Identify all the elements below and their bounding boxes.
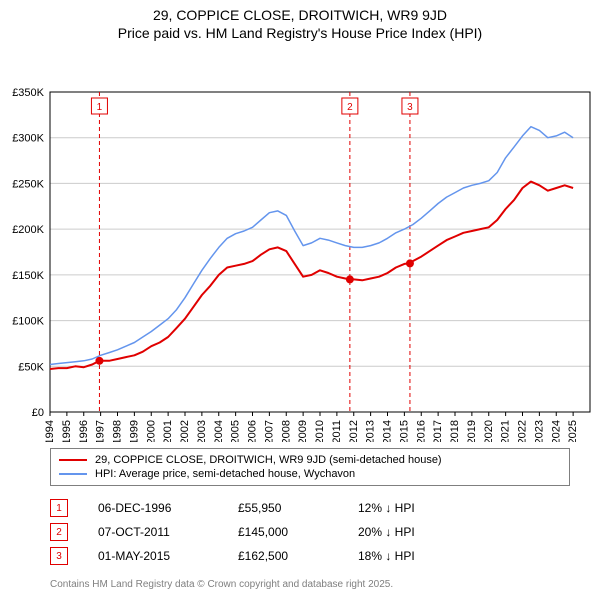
svg-text:1994: 1994 — [44, 420, 56, 442]
svg-text:2: 2 — [347, 102, 353, 113]
svg-text:2021: 2021 — [500, 420, 512, 442]
svg-text:2009: 2009 — [297, 420, 309, 442]
footer-attribution: Contains HM Land Registry data © Crown c… — [50, 578, 570, 590]
sale-date: 06-DEC-1996 — [98, 501, 208, 515]
svg-text:2015: 2015 — [398, 420, 410, 442]
sale-diff: 18% ↓ HPI — [358, 549, 478, 563]
chart-title: 29, COPPICE CLOSE, DROITWICH, WR9 9JD Pr… — [0, 0, 600, 42]
svg-text:1996: 1996 — [78, 420, 90, 442]
sales-row: 1 06-DEC-1996 £55,950 12% ↓ HPI — [50, 496, 570, 520]
svg-text:2018: 2018 — [449, 420, 461, 442]
sale-marker-box: 3 — [50, 547, 68, 565]
sale-price: £145,000 — [238, 525, 328, 539]
svg-text:2014: 2014 — [382, 420, 394, 442]
svg-text:£200K: £200K — [12, 225, 44, 237]
sale-marker-box: 2 — [50, 523, 68, 541]
svg-text:£100K: £100K — [12, 316, 44, 328]
svg-text:2003: 2003 — [196, 420, 208, 442]
legend: 29, COPPICE CLOSE, DROITWICH, WR9 9JD (s… — [50, 448, 570, 486]
svg-text:2010: 2010 — [314, 420, 326, 442]
svg-text:2016: 2016 — [415, 420, 427, 442]
sale-diff: 12% ↓ HPI — [358, 501, 478, 515]
svg-text:2004: 2004 — [213, 420, 225, 442]
legend-swatch — [59, 473, 87, 475]
line-chart: £0 £50K £100K £150K £200K £250K £300K £350K 1994… — [0, 42, 600, 442]
svg-text:2022: 2022 — [517, 420, 529, 442]
legend-label: HPI: Average price, semi-detached house,… — [95, 468, 355, 480]
sales-row: 3 01-MAY-2015 £162,500 18% ↓ HPI — [50, 544, 570, 568]
sale-date: 07-OCT-2011 — [98, 525, 208, 539]
sale-price: £55,950 — [238, 501, 328, 515]
sale-diff: 20% ↓ HPI — [358, 525, 478, 539]
legend-item: 29, COPPICE CLOSE, DROITWICH, WR9 9JD (s… — [59, 453, 561, 467]
title-line2: Price paid vs. HM Land Registry's House … — [0, 24, 600, 42]
svg-text:1997: 1997 — [95, 420, 107, 442]
svg-text:£150K: £150K — [12, 270, 44, 282]
svg-text:£250K: £250K — [12, 179, 44, 191]
legend-item: HPI: Average price, semi-detached house,… — [59, 467, 561, 481]
sales-table: 1 06-DEC-1996 £55,950 12% ↓ HPI 2 07-OCT-2011… — [50, 496, 570, 568]
svg-text:£50K: £50K — [18, 362, 44, 374]
svg-text:2000: 2000 — [145, 420, 157, 442]
sale-date: 01-MAY-2015 — [98, 549, 208, 563]
title-line1: 29, COPPICE CLOSE, DROITWICH, WR9 9JD — [0, 6, 600, 24]
svg-text:2007: 2007 — [263, 420, 275, 442]
svg-text:2017: 2017 — [432, 420, 444, 442]
svg-text:2005: 2005 — [230, 420, 242, 442]
svg-text:2001: 2001 — [162, 420, 174, 442]
svg-text:2008: 2008 — [280, 420, 292, 442]
chart-area: £0 £50K £100K £150K £200K £250K £300K £350K 1994… — [0, 42, 600, 442]
svg-text:£0: £0 — [32, 407, 44, 419]
svg-text:2002: 2002 — [179, 420, 191, 442]
svg-text:2006: 2006 — [247, 420, 259, 442]
svg-text:2012: 2012 — [348, 420, 360, 442]
legend-swatch — [59, 459, 87, 461]
sale-price: £162,500 — [238, 549, 328, 563]
svg-text:£300K: £300K — [12, 133, 44, 145]
sale-marker-box: 1 — [50, 499, 68, 517]
svg-text:£350K: £350K — [12, 87, 44, 99]
svg-text:2025: 2025 — [567, 420, 579, 442]
svg-text:1: 1 — [97, 102, 103, 113]
svg-text:1999: 1999 — [128, 420, 140, 442]
svg-text:3: 3 — [407, 102, 413, 113]
svg-text:2023: 2023 — [533, 420, 545, 442]
sales-row: 2 07-OCT-2011 £145,000 20% ↓ HPI — [50, 520, 570, 544]
svg-text:2011: 2011 — [331, 420, 343, 442]
svg-text:2024: 2024 — [550, 420, 562, 442]
svg-text:2013: 2013 — [365, 420, 377, 442]
svg-text:2020: 2020 — [483, 420, 495, 442]
svg-text:1998: 1998 — [112, 420, 124, 442]
footer-line1: Contains HM Land Registry data © Crown c… — [50, 578, 570, 590]
svg-text:2019: 2019 — [466, 420, 478, 442]
svg-text:1995: 1995 — [61, 420, 73, 442]
legend-label: 29, COPPICE CLOSE, DROITWICH, WR9 9JD (s… — [95, 454, 442, 466]
